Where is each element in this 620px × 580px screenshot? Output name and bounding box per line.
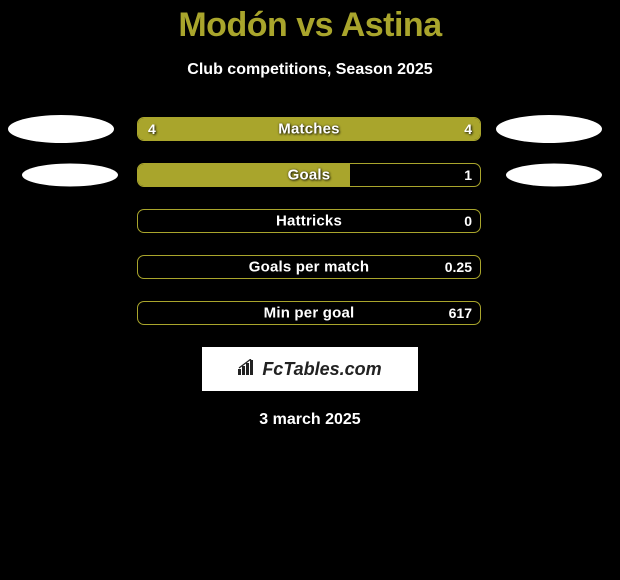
date-label: 3 march 2025 [0, 411, 620, 429]
stat-bar: Hattricks [137, 209, 481, 233]
stat-bar: Goals [137, 163, 481, 187]
page-title: Modón vs Astina [0, 0, 620, 45]
stat-label: Min per goal [138, 305, 480, 322]
stat-value-right: 0 [464, 213, 472, 229]
stat-label: Matches [138, 121, 480, 138]
stat-value-right: 0.25 [445, 259, 472, 275]
stat-value-left: 4 [148, 121, 156, 137]
stat-value-right: 4 [464, 121, 472, 137]
brand-label: FcTables.com [238, 359, 381, 380]
right-ellipse [506, 164, 602, 187]
stat-row: Hattricks0 [0, 209, 620, 233]
stat-row: Min per goal617 [0, 301, 620, 325]
stat-bar: Min per goal [137, 301, 481, 325]
right-ellipse [496, 115, 602, 143]
comparison-infographic: Modón vs Astina Club competitions, Seaso… [0, 0, 620, 580]
brand-box: FcTables.com [202, 347, 418, 391]
stat-label: Goals [138, 167, 480, 184]
stat-bar: Goals per match [137, 255, 481, 279]
left-ellipse [8, 115, 114, 143]
stat-row: Goals1 [0, 163, 620, 187]
stat-value-right: 617 [449, 305, 472, 321]
stat-bar: Matches [137, 117, 481, 141]
left-ellipse [22, 164, 118, 187]
stat-row: Matches4 4 [0, 117, 620, 141]
stat-value-right: 1 [464, 167, 472, 183]
subtitle: Club competitions, Season 2025 [0, 61, 620, 79]
stat-row: Goals per match0.25 [0, 255, 620, 279]
brand-text: FcTables.com [262, 359, 381, 380]
stat-label: Hattricks [138, 213, 480, 230]
stat-label: Goals per match [138, 259, 480, 276]
stats-area: Matches4 4 Goals1 Hattricks0 Goals per match… [0, 117, 620, 325]
chart-icon [238, 359, 258, 380]
